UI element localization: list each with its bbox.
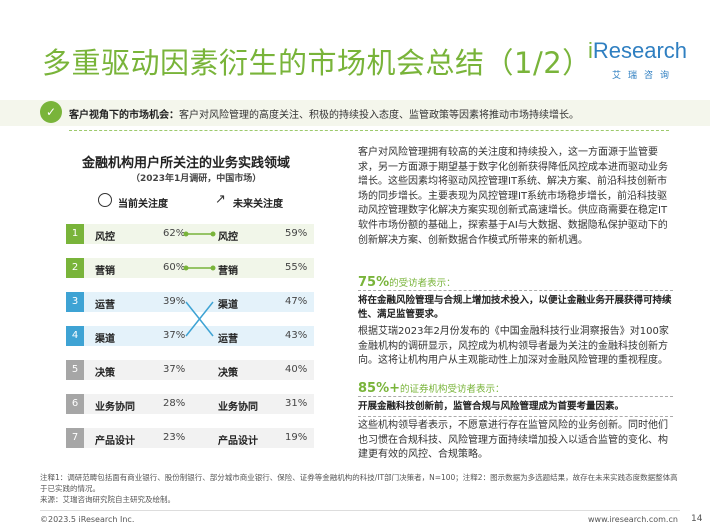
chart-row: 6 业务协同 28% 业务协同 31% (66, 394, 314, 414)
footnote-source: 来源：艾瑞咨询研究院自主研究及绘制。 (40, 495, 175, 504)
trend-icon: ↗ (215, 192, 226, 207)
logo-prefix: i (588, 38, 593, 63)
current-label: 业务协同 (95, 402, 135, 413)
future-pct: 59% (285, 228, 308, 239)
current-pct: 37% (163, 330, 186, 341)
current-label: 风控 (95, 232, 115, 243)
future-label: 渠道 (218, 300, 238, 311)
stat-2-label: 的证券机构受访者表示： (400, 384, 505, 395)
stat-2-bottom-divider (358, 416, 673, 417)
current-pct: 62% (163, 228, 186, 239)
stat-1-value: 75% (358, 275, 390, 290)
logo-subtitle: 艾瑞咨询 (612, 71, 677, 81)
future-header: 未来关注度 (233, 199, 283, 210)
summary-text: 客户视角下的市场机会：客户对风险管理的高度关注、积极的持续投入态度、监管政策等因… (69, 106, 579, 121)
iresearch-logo: iResearch (588, 38, 687, 64)
rank-badge: 7 (66, 428, 84, 448)
future-label: 运营 (218, 334, 238, 345)
chart-subtitle: （2023年1月调研，中国市场） (131, 174, 262, 184)
chart-row: 7 产品设计 23% 产品设计 19% (66, 428, 314, 448)
stat-2-value: 85%+ (358, 381, 401, 396)
target-icon (98, 193, 112, 207)
rank-badge: 4 (66, 326, 84, 346)
summary-label: 客户视角下的市场机会： (69, 110, 179, 121)
current-label: 产品设计 (95, 436, 135, 447)
chart-row: 3 运营 39% 渠道 47% (66, 292, 314, 312)
future-pct: 55% (285, 262, 308, 273)
page-title: 多重驱动因素衍生的市场机会总结（1/2） (42, 46, 592, 80)
future-pct: 19% (285, 432, 308, 443)
rank-badge: 5 (66, 360, 84, 380)
future-pct: 40% (285, 364, 308, 375)
footnote-1: 注释1：调研范畴包括面有商业银行、股份制银行、部分城市商业银行、保险、证券等金融… (40, 473, 678, 493)
footer-url: www.iresearch.com.cn (588, 515, 678, 524)
connector-dot (183, 231, 189, 237)
chart-row: 4 渠道 37% 运营 43% (66, 326, 314, 346)
footer-copyright: ©2023.5 iResearch Inc. (40, 515, 135, 524)
rank-badge: 6 (66, 394, 84, 414)
page-number: 14 (691, 514, 703, 524)
rank-badge: 3 (66, 292, 84, 312)
handshake-icon: ✓ (40, 101, 62, 123)
current-header: 当前关注度 (118, 199, 168, 210)
chart-row: 5 决策 37% 决策 40% (66, 360, 314, 380)
footer-divider (40, 510, 680, 511)
connector-cross-line (185, 301, 214, 337)
future-label: 决策 (218, 368, 238, 379)
current-pct: 39% (163, 296, 186, 307)
chart-row: 2 营销 60% 营销 55% (66, 258, 314, 278)
footnotes: 注释1：调研范畴包括面有商业银行、股份制银行、部分城市商业银行、保险、证券等金融… (40, 472, 680, 505)
future-label: 营销 (218, 266, 238, 277)
stat-1-text: 将在金融风险管理与合规上增加技术投入，以便让金融业务开展获得可持续性、满足监管要… (358, 295, 672, 320)
stat-1: 75%的受访者表示： (358, 275, 456, 290)
current-pct: 60% (163, 262, 186, 273)
rank-badge: 1 (66, 224, 84, 244)
stat-2-divider (358, 396, 673, 397)
right-paragraph-1: 客户对风险管理拥有较高的关注度和持续投入，这一方面源于监管要求，另一方面源于期望… (358, 147, 668, 246)
logo-name: Research (592, 38, 688, 63)
future-pct: 43% (285, 330, 308, 341)
future-pct: 31% (285, 398, 308, 409)
summary-bar (0, 100, 710, 126)
right-paragraph-2: 根据艾瑞2023年2月份发布的《中国金融科技行业洞察报告》对100家金融机构的调… (358, 326, 669, 367)
current-pct: 37% (163, 364, 186, 375)
connector-dot (183, 265, 189, 271)
current-label: 运营 (95, 300, 115, 311)
future-label: 风控 (218, 232, 238, 243)
stat-2-text: 开展金融科技创新前，监管合规与风险管理成为首要考量因素。 (358, 401, 625, 412)
current-label: 渠道 (95, 334, 115, 345)
future-label: 业务协同 (218, 402, 258, 413)
current-pct: 23% (163, 432, 186, 443)
chart-title: 金融机构用户所关注的业务实践领域 (82, 156, 291, 171)
connector-dot (210, 265, 216, 271)
current-label: 决策 (95, 368, 115, 379)
stat-1-divider (358, 290, 673, 291)
current-pct: 28% (163, 398, 186, 409)
stat-1-label: 的受访者表示： (389, 278, 456, 289)
summary-divider (69, 130, 669, 131)
rank-badge: 2 (66, 258, 84, 278)
future-label: 产品设计 (218, 436, 258, 447)
future-pct: 47% (285, 296, 308, 307)
connector-dot (210, 231, 216, 237)
current-label: 营销 (95, 266, 115, 277)
stat-2: 85%+的证券机构受访者表示： (358, 381, 505, 396)
summary-body: 客户对风险管理的高度关注、积极的持续投入态度、监管政策等因素将推动市场持续增长。 (179, 110, 579, 121)
right-paragraph-3: 这些机构领导者表示，不愿意进行存在监管风险的业务创新。同时他们也习惯在合规科技、… (358, 420, 668, 461)
